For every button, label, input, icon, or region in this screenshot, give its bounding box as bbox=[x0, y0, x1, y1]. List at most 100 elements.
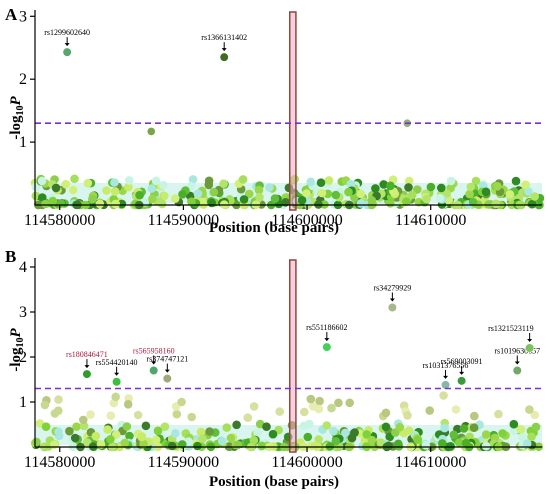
snp-point bbox=[103, 425, 112, 434]
snp-point bbox=[125, 176, 134, 185]
snp-point bbox=[439, 391, 448, 400]
snp-point bbox=[102, 186, 111, 195]
snp-point bbox=[37, 176, 47, 186]
x-tick-label: 114610000 bbox=[395, 212, 466, 229]
labeled-snp-point bbox=[112, 377, 122, 387]
snp-point bbox=[151, 435, 161, 445]
snp-point bbox=[265, 183, 274, 192]
panel-a-x-title: Position (base pairs) bbox=[209, 220, 339, 236]
snp-point bbox=[68, 185, 78, 195]
panel-a-axes: 1 2 3 114580000 114590000 114600000 114610000 bbox=[19, 8, 542, 229]
snp-point bbox=[209, 187, 219, 197]
snp-point bbox=[188, 175, 198, 184]
snp-point bbox=[171, 429, 180, 438]
snp-point bbox=[255, 193, 264, 202]
snp-point bbox=[345, 398, 355, 408]
snp-point bbox=[394, 439, 403, 449]
snp-point bbox=[198, 434, 207, 444]
snp-point bbox=[222, 423, 232, 432]
snp-point bbox=[70, 433, 80, 443]
snp-point bbox=[79, 415, 88, 425]
snp-point bbox=[65, 426, 74, 436]
snp-point bbox=[120, 438, 130, 448]
snp-point bbox=[91, 431, 101, 441]
snp-point bbox=[238, 175, 248, 184]
snp-arrow-head bbox=[389, 298, 395, 302]
snp-label: rs569003091 bbox=[441, 357, 483, 366]
snp-point bbox=[31, 182, 41, 192]
snp-point bbox=[106, 411, 116, 421]
snp-point bbox=[386, 181, 395, 191]
labeled-snp-point bbox=[149, 365, 159, 376]
labeled-snp-point bbox=[387, 302, 397, 313]
snp-point bbox=[527, 432, 536, 442]
snp-arrow-head bbox=[151, 361, 157, 365]
snp-point bbox=[56, 199, 66, 208]
snp-point bbox=[315, 396, 324, 406]
snp-arrow-head bbox=[459, 371, 465, 375]
snp-point bbox=[521, 180, 530, 189]
snp-point bbox=[254, 185, 264, 195]
snp-point bbox=[346, 179, 356, 189]
snp-point bbox=[51, 183, 61, 193]
snp-point bbox=[331, 437, 341, 446]
snp-point bbox=[217, 436, 227, 446]
snp-point bbox=[367, 196, 377, 205]
snp-point bbox=[518, 433, 527, 442]
snp-point bbox=[310, 441, 320, 450]
snp-point bbox=[41, 199, 50, 209]
snp-point bbox=[438, 439, 447, 448]
snp-point bbox=[525, 405, 534, 414]
x-tick-label: 114580000 bbox=[24, 212, 95, 229]
labeled-snp-point bbox=[219, 52, 229, 62]
snp-point bbox=[41, 422, 51, 432]
snp-point bbox=[425, 406, 435, 415]
snp-point bbox=[193, 189, 203, 198]
snp-arrow-head bbox=[324, 338, 330, 342]
snp-point bbox=[524, 187, 533, 196]
snp-arrow-head bbox=[443, 375, 449, 379]
x-tick-label: 114600000 bbox=[271, 212, 342, 229]
snp-label: rs551186602 bbox=[306, 323, 347, 332]
snp-point bbox=[160, 191, 169, 201]
snp-point bbox=[402, 197, 411, 206]
snp-point bbox=[226, 433, 236, 443]
snp-point bbox=[207, 198, 216, 208]
snp-point bbox=[48, 196, 58, 206]
x-tick-label: 114580000 bbox=[24, 454, 95, 471]
snp-point bbox=[268, 429, 278, 439]
snp-point bbox=[95, 199, 105, 209]
snp-point bbox=[306, 394, 316, 404]
snp-point bbox=[167, 441, 177, 451]
snp-point bbox=[362, 430, 372, 439]
panel-b-letter: B bbox=[5, 247, 16, 266]
snp-point bbox=[302, 189, 311, 198]
snp-point bbox=[125, 431, 134, 441]
highlight-region bbox=[288, 259, 297, 453]
snp-arrow-head bbox=[514, 361, 520, 365]
snp-point bbox=[522, 439, 532, 448]
labeled-snp-point bbox=[62, 47, 72, 57]
snp-point bbox=[421, 441, 431, 450]
snp-point bbox=[426, 182, 436, 192]
snp-point bbox=[334, 398, 343, 408]
labeled-snp-point bbox=[162, 374, 172, 384]
snp-point bbox=[204, 176, 214, 186]
snp-point bbox=[177, 397, 186, 407]
snp-point bbox=[232, 420, 241, 430]
snp-point bbox=[160, 422, 170, 432]
snp-point bbox=[404, 176, 414, 186]
snp-point bbox=[371, 184, 380, 193]
snp-point bbox=[205, 427, 214, 436]
snp-point bbox=[331, 190, 341, 200]
snp-point bbox=[111, 430, 121, 440]
snp-point bbox=[239, 195, 249, 204]
snp-point bbox=[350, 193, 359, 202]
snp-point bbox=[153, 426, 163, 436]
snp-point bbox=[198, 197, 207, 206]
snp-point bbox=[481, 187, 491, 197]
snp-point bbox=[493, 182, 502, 191]
snp-point bbox=[381, 408, 391, 418]
snp-point bbox=[40, 400, 50, 410]
